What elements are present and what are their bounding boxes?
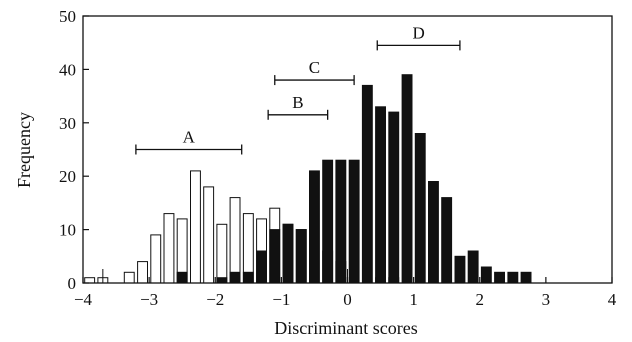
filled-bar: [309, 170, 320, 284]
filled-bar: [256, 250, 268, 284]
x-tick-label: −3: [140, 290, 158, 309]
x-tick-label: −1: [272, 290, 290, 309]
y-tick-label: 50: [59, 7, 76, 26]
x-axis-title: Discriminant scores: [274, 318, 417, 338]
filled-bar: [229, 271, 241, 284]
y-tick-label: 40: [59, 60, 76, 79]
open-bar: [150, 234, 162, 284]
y-tick-label: 0: [68, 274, 77, 293]
open-bar: [229, 197, 241, 284]
open-bar: [137, 261, 149, 284]
filled-bar: [428, 181, 439, 284]
filled-bar: [375, 106, 387, 284]
open-bar: [190, 170, 201, 284]
open-bar: [203, 186, 215, 284]
y-tick-label: 20: [59, 167, 76, 186]
filled-bar: [282, 223, 294, 284]
filled-bar: [388, 111, 400, 284]
range-label-B: B: [292, 93, 303, 112]
filled-bar: [507, 271, 519, 284]
filled-bar: [401, 74, 413, 284]
x-tick-label: 2: [476, 290, 485, 309]
open-bar: [216, 223, 228, 284]
filled-bar: [467, 250, 479, 284]
filled-bar: [454, 255, 466, 284]
range-label-D: D: [412, 23, 424, 42]
open-bar: [123, 271, 135, 284]
bars-layer: [84, 74, 532, 284]
filled-bar: [441, 197, 453, 284]
filled-bar: [361, 84, 373, 284]
x-tick-label: −2: [206, 290, 224, 309]
filled-bar: [480, 266, 492, 284]
filled-bar: [335, 159, 347, 284]
y-axis-title: Frequency: [14, 112, 34, 188]
y-tick-label: 30: [59, 114, 76, 133]
range-label-A: A: [183, 128, 196, 147]
x-tick-label: 3: [542, 290, 551, 309]
filled-bar: [520, 271, 532, 284]
x-tick-label: 0: [343, 290, 352, 309]
filled-bar: [494, 271, 506, 284]
y-tick-label: 10: [59, 221, 76, 240]
range-label-C: C: [309, 58, 320, 77]
x-tick-label: 4: [608, 290, 617, 309]
filled-bar: [414, 133, 426, 284]
filled-bar: [176, 271, 188, 284]
filled-bar: [242, 271, 254, 284]
filled-bar: [216, 277, 228, 284]
x-tick-label: 1: [409, 290, 418, 309]
filled-bar: [295, 229, 307, 284]
filled-bar: [348, 159, 360, 284]
x-tick-label: −4: [74, 290, 93, 309]
range-annotations: A BC D: [135, 23, 461, 155]
filled-bar: [322, 159, 334, 284]
open-bar: [84, 277, 96, 284]
filled-bar: [269, 229, 281, 284]
open-bar: [163, 213, 175, 284]
